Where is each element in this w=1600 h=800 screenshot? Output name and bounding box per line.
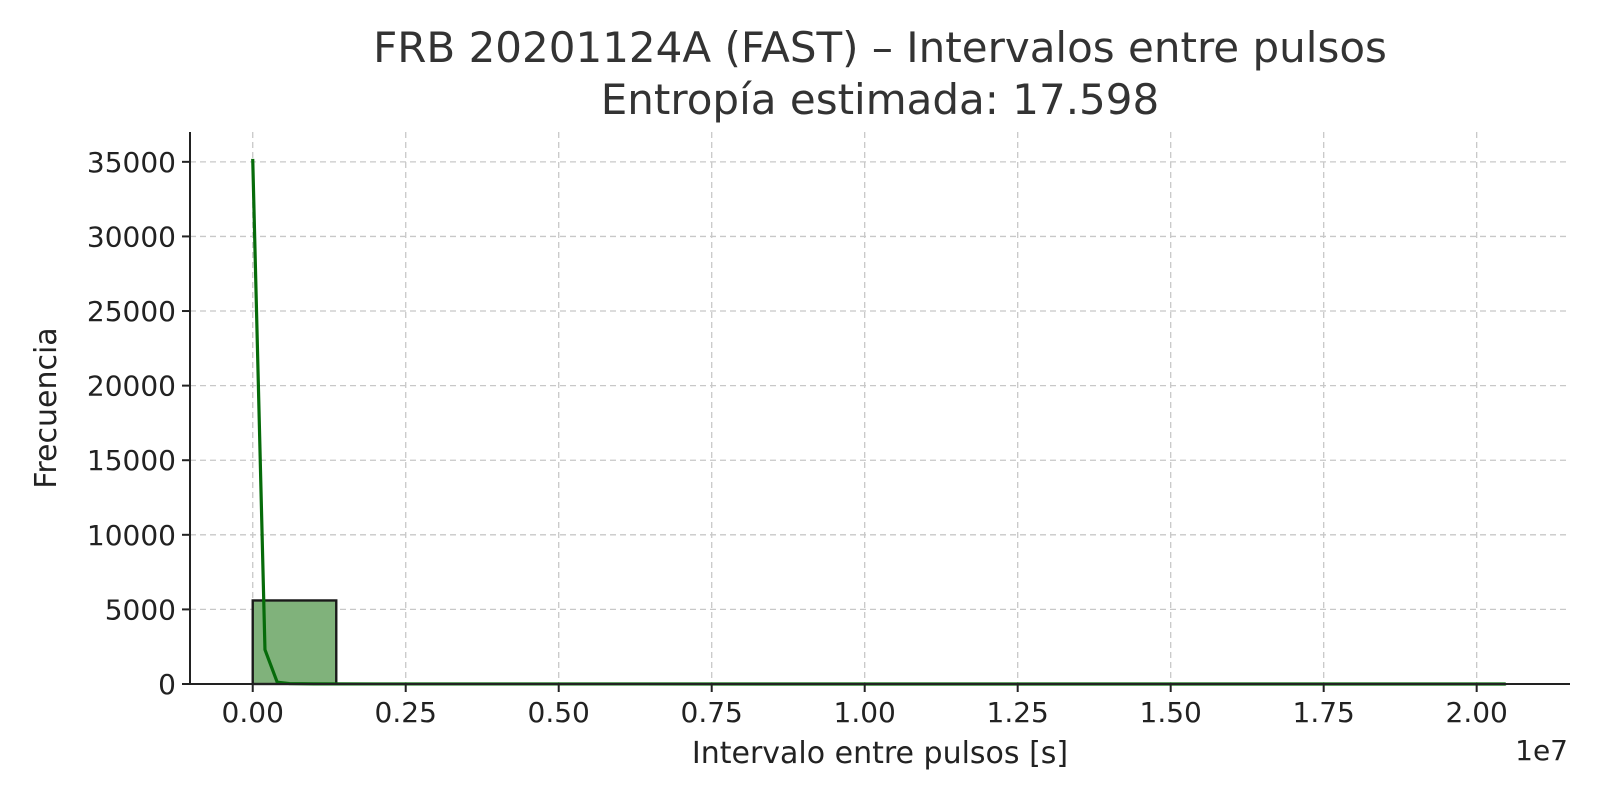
x-tick-label-1: 0.25 [375, 696, 437, 729]
x-offset-label: 1e7 [1515, 734, 1568, 767]
kde-curve [251, 158, 1506, 686]
x-tick-label-3: 0.75 [681, 696, 743, 729]
histogram-bar-0 [251, 599, 338, 686]
x-tick-label-5: 1.25 [987, 696, 1049, 729]
y-axis-label: Frecuencia [29, 327, 64, 488]
x-tick-label-8: 2.00 [1446, 696, 1508, 729]
y-tick-label-7: 35000 [87, 146, 176, 179]
grid [190, 132, 1570, 685]
x-ticks: 0.00 0.25 0.50 0.75 1.00 1.25 1.50 1.75 2.00 [222, 684, 1508, 729]
chart-title: FRB 20201124A (FAST) – Intervalos entre … [373, 23, 1387, 72]
y-tick-label-2: 10000 [87, 519, 176, 552]
x-tick-label-7: 1.75 [1293, 696, 1355, 729]
y-tick-label-5: 25000 [87, 295, 176, 328]
x-axis-label: Intervalo entre pulsos [s] [692, 736, 1068, 771]
axes [189, 132, 1570, 685]
histogram-bars [251, 599, 1507, 686]
x-tick-label-6: 1.50 [1140, 696, 1202, 729]
x-tick-label-0: 0.00 [222, 696, 284, 729]
y-tick-label-4: 20000 [87, 370, 176, 403]
y-tick-label-1: 5000 [105, 593, 176, 626]
x-tick-label-2: 0.50 [528, 696, 590, 729]
y-tick-label-6: 30000 [87, 220, 176, 253]
y-tick-label-0: 0 [158, 668, 176, 701]
chart-subtitle: Entropía estimada: 17.598 [601, 75, 1159, 124]
x-tick-label-4: 1.00 [834, 696, 896, 729]
y-ticks: 0 5000 10000 15000 20000 25000 30000 35000 [87, 146, 190, 701]
y-tick-label-3: 15000 [87, 444, 176, 477]
